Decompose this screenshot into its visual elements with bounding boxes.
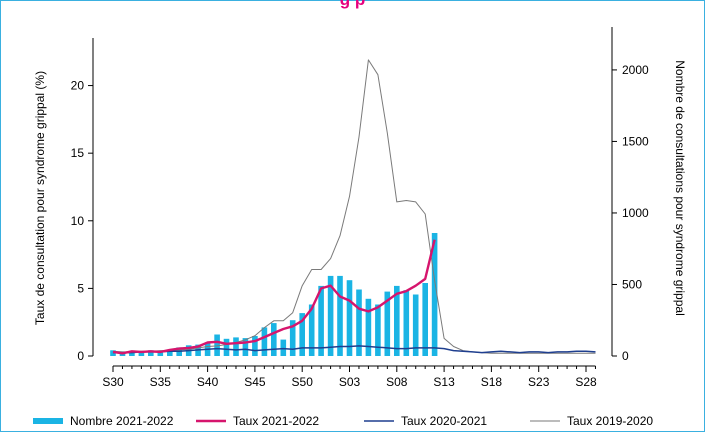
bar [375,304,381,356]
bar [365,298,372,356]
bar [233,337,239,356]
bar [242,338,249,356]
bar [318,285,324,356]
x-tick-label: S08 [386,375,408,389]
bar [356,289,362,356]
axes-group: 0 5 10 15 20 0 500 1000 1500 2000 S30 S35 S40 S45 S50 S… [71,27,649,389]
bar [223,338,230,356]
legend: Nombre 2021-2022 Taux 2021-2022 Taux 2020-… [33,414,653,428]
x-tick-label: S50 [292,375,314,389]
chart-title-fragment: g p [0,0,705,9]
legend-swatch-bar [33,418,63,424]
bar [138,351,145,356]
line-series-taux-2021-2022 [112,239,436,355]
line-series-taux-2019-2020 [112,59,596,354]
bar [252,336,258,356]
bar [148,350,154,356]
legend-label: Taux 2019-2020 [567,414,653,428]
bar-series-nombre-2021-2022 [110,233,438,356]
bar [431,233,438,356]
x-tick-label: S18 [481,375,503,389]
x-tick-label: S40 [197,375,219,389]
bar [289,320,296,356]
bar [129,351,135,356]
legend-label: Taux 2021-2022 [233,414,319,428]
bar [308,304,315,356]
bar [271,323,277,356]
bar [280,339,287,356]
bar [167,349,173,356]
legend-label: Taux 2020-2021 [401,414,487,428]
y-tick-label-right: 2000 [622,63,649,77]
y-tick-label-right: 500 [622,277,642,291]
line-series-taux-2020-2021 [113,345,596,354]
bar [337,275,343,356]
x-tick-label: S23 [528,375,550,389]
bar [261,327,268,356]
y-tick-label-left: 15 [71,146,85,160]
y-axis-label-right: Nombre de consultations pour syndrome gr… [673,60,687,315]
x-tick-label: S13 [433,375,455,389]
bar [412,294,419,356]
bar [394,285,400,356]
y-tick-label-left: 0 [77,349,84,363]
y-tick-label-left: 20 [71,79,85,93]
y-axis-label-left: Taux de consultation pour syndrome gripp… [33,71,47,325]
y-tick-label-right: 1000 [622,206,649,220]
y-tick-label-right: 0 [622,349,629,363]
bar [346,280,353,356]
bar [214,334,220,356]
bar [157,351,164,356]
bar [384,291,391,356]
x-tick-label: S30 [102,375,124,389]
bar [327,275,334,356]
bar [403,290,410,356]
x-tick-label: S03 [339,375,361,389]
x-tick-label: S35 [150,375,172,389]
x-tick-label: S45 [244,375,266,389]
bar [422,283,428,356]
y-tick-label-left: 5 [77,281,84,295]
line-series-group [112,59,596,355]
y-tick-label-right: 1500 [622,134,649,148]
legend-label: Nombre 2021-2022 [70,414,174,428]
bar [299,313,305,356]
y-tick-label-left: 10 [71,214,85,228]
x-tick-label: S28 [575,375,597,389]
